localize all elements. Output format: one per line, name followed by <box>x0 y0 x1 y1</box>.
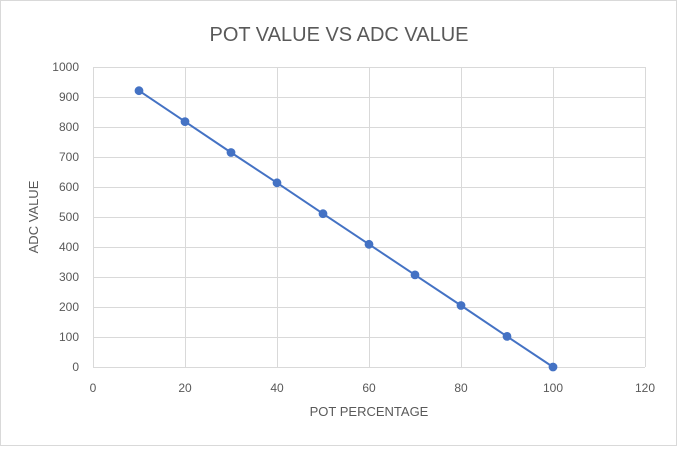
y-tick-label: 300 <box>59 270 79 284</box>
y-tick-label: 100 <box>59 330 79 344</box>
y-tick-label: 800 <box>59 120 79 134</box>
data-point <box>272 178 282 188</box>
x-tick-label: 120 <box>635 381 655 395</box>
x-tick-label: 40 <box>270 381 284 395</box>
y-tick-label: 700 <box>59 150 79 164</box>
data-point <box>226 148 236 157</box>
data-point <box>548 362 558 372</box>
x-tick-label: 0 <box>90 381 97 395</box>
x-tick-label: 80 <box>454 381 468 395</box>
y-axis-tick-labels: 0 100 200 300 400 500 600 700 800 900 1000 <box>52 60 79 374</box>
data-point <box>456 301 466 310</box>
data-point <box>180 117 190 126</box>
data-point <box>502 331 512 341</box>
y-axis-title: ADC VALUE <box>26 180 41 253</box>
y-tick-label: 500 <box>59 210 79 224</box>
x-axis-title: POT PERCENTAGE <box>310 404 429 419</box>
data-point <box>318 209 328 219</box>
y-tick-label: 400 <box>59 240 79 254</box>
x-tick-label: 60 <box>362 381 376 395</box>
y-tick-label: 1000 <box>52 60 79 74</box>
y-tick-label: 0 <box>72 360 79 374</box>
y-tick-label: 200 <box>59 300 79 314</box>
data-point <box>134 86 144 96</box>
chart-title: POT VALUE VS ADC VALUE <box>210 24 469 46</box>
data-point <box>364 239 374 249</box>
data-point <box>410 270 420 280</box>
data-series <box>134 86 558 372</box>
series-line <box>138 89 554 368</box>
y-tick-label: 600 <box>59 180 79 194</box>
x-tick-label: 20 <box>178 381 192 395</box>
y-tick-label: 900 <box>59 90 79 104</box>
x-axis-tick-labels: 0 20 40 60 80 100 120 <box>90 381 656 395</box>
x-tick-label: 100 <box>543 381 563 395</box>
